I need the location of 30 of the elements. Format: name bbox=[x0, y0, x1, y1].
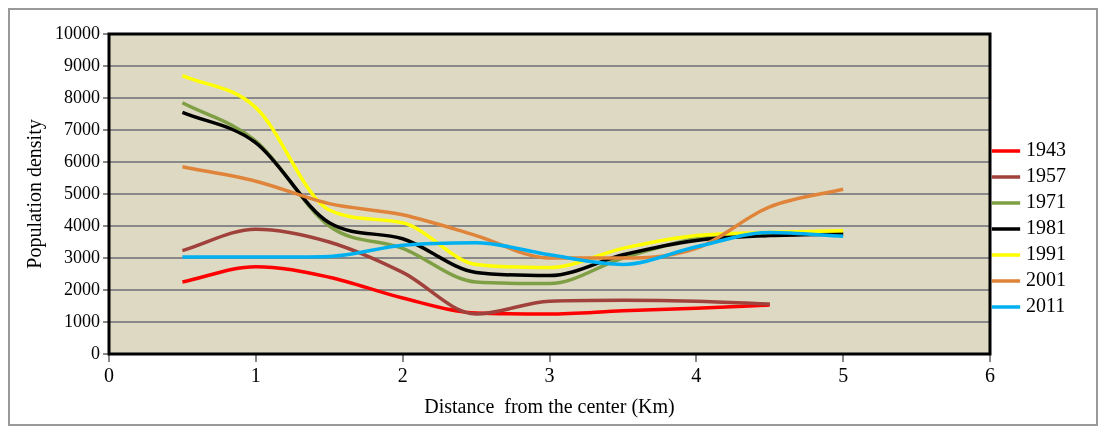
y-tick-label: 8000 bbox=[64, 86, 100, 107]
y-tick-label: 2000 bbox=[64, 278, 100, 299]
x-tick-label: 2 bbox=[397, 364, 408, 387]
y-axis-title: Population density bbox=[23, 119, 47, 269]
line-series bbox=[180, 264, 772, 316]
y-tick-label: 3000 bbox=[64, 246, 100, 267]
y-tick-label: 6000 bbox=[64, 150, 100, 171]
legend-label: 1971 bbox=[1026, 190, 1066, 213]
x-tick-label: 0 bbox=[104, 364, 114, 387]
line-series bbox=[180, 230, 845, 267]
legend-label: 1957 bbox=[1026, 164, 1066, 187]
y-tick-label: 7000 bbox=[64, 118, 100, 139]
x-axis-title: Distance from the center (Km) bbox=[424, 395, 675, 419]
x-tick-label: 6 bbox=[985, 364, 995, 387]
y-tick-label: 9000 bbox=[64, 54, 100, 75]
y-tick-label: 1000 bbox=[64, 310, 100, 331]
x-tick-label: 5 bbox=[838, 364, 849, 387]
legend-label: 1991 bbox=[1026, 242, 1066, 265]
legend-label: 1981 bbox=[1026, 216, 1066, 239]
legend-label: 2011 bbox=[1026, 294, 1066, 317]
legend-label: 1943 bbox=[1026, 138, 1066, 161]
legend-label: 2001 bbox=[1026, 268, 1066, 291]
y-tick-label: 10000 bbox=[55, 22, 100, 43]
y-tick-label: 5000 bbox=[64, 182, 100, 203]
y-tick-label: 4000 bbox=[64, 214, 100, 235]
x-tick-label: 3 bbox=[544, 364, 555, 387]
x-tick-label: 4 bbox=[691, 364, 702, 387]
line-series bbox=[180, 227, 772, 316]
x-tick-label: 1 bbox=[250, 364, 261, 387]
y-tick-label: 0 bbox=[91, 342, 100, 363]
